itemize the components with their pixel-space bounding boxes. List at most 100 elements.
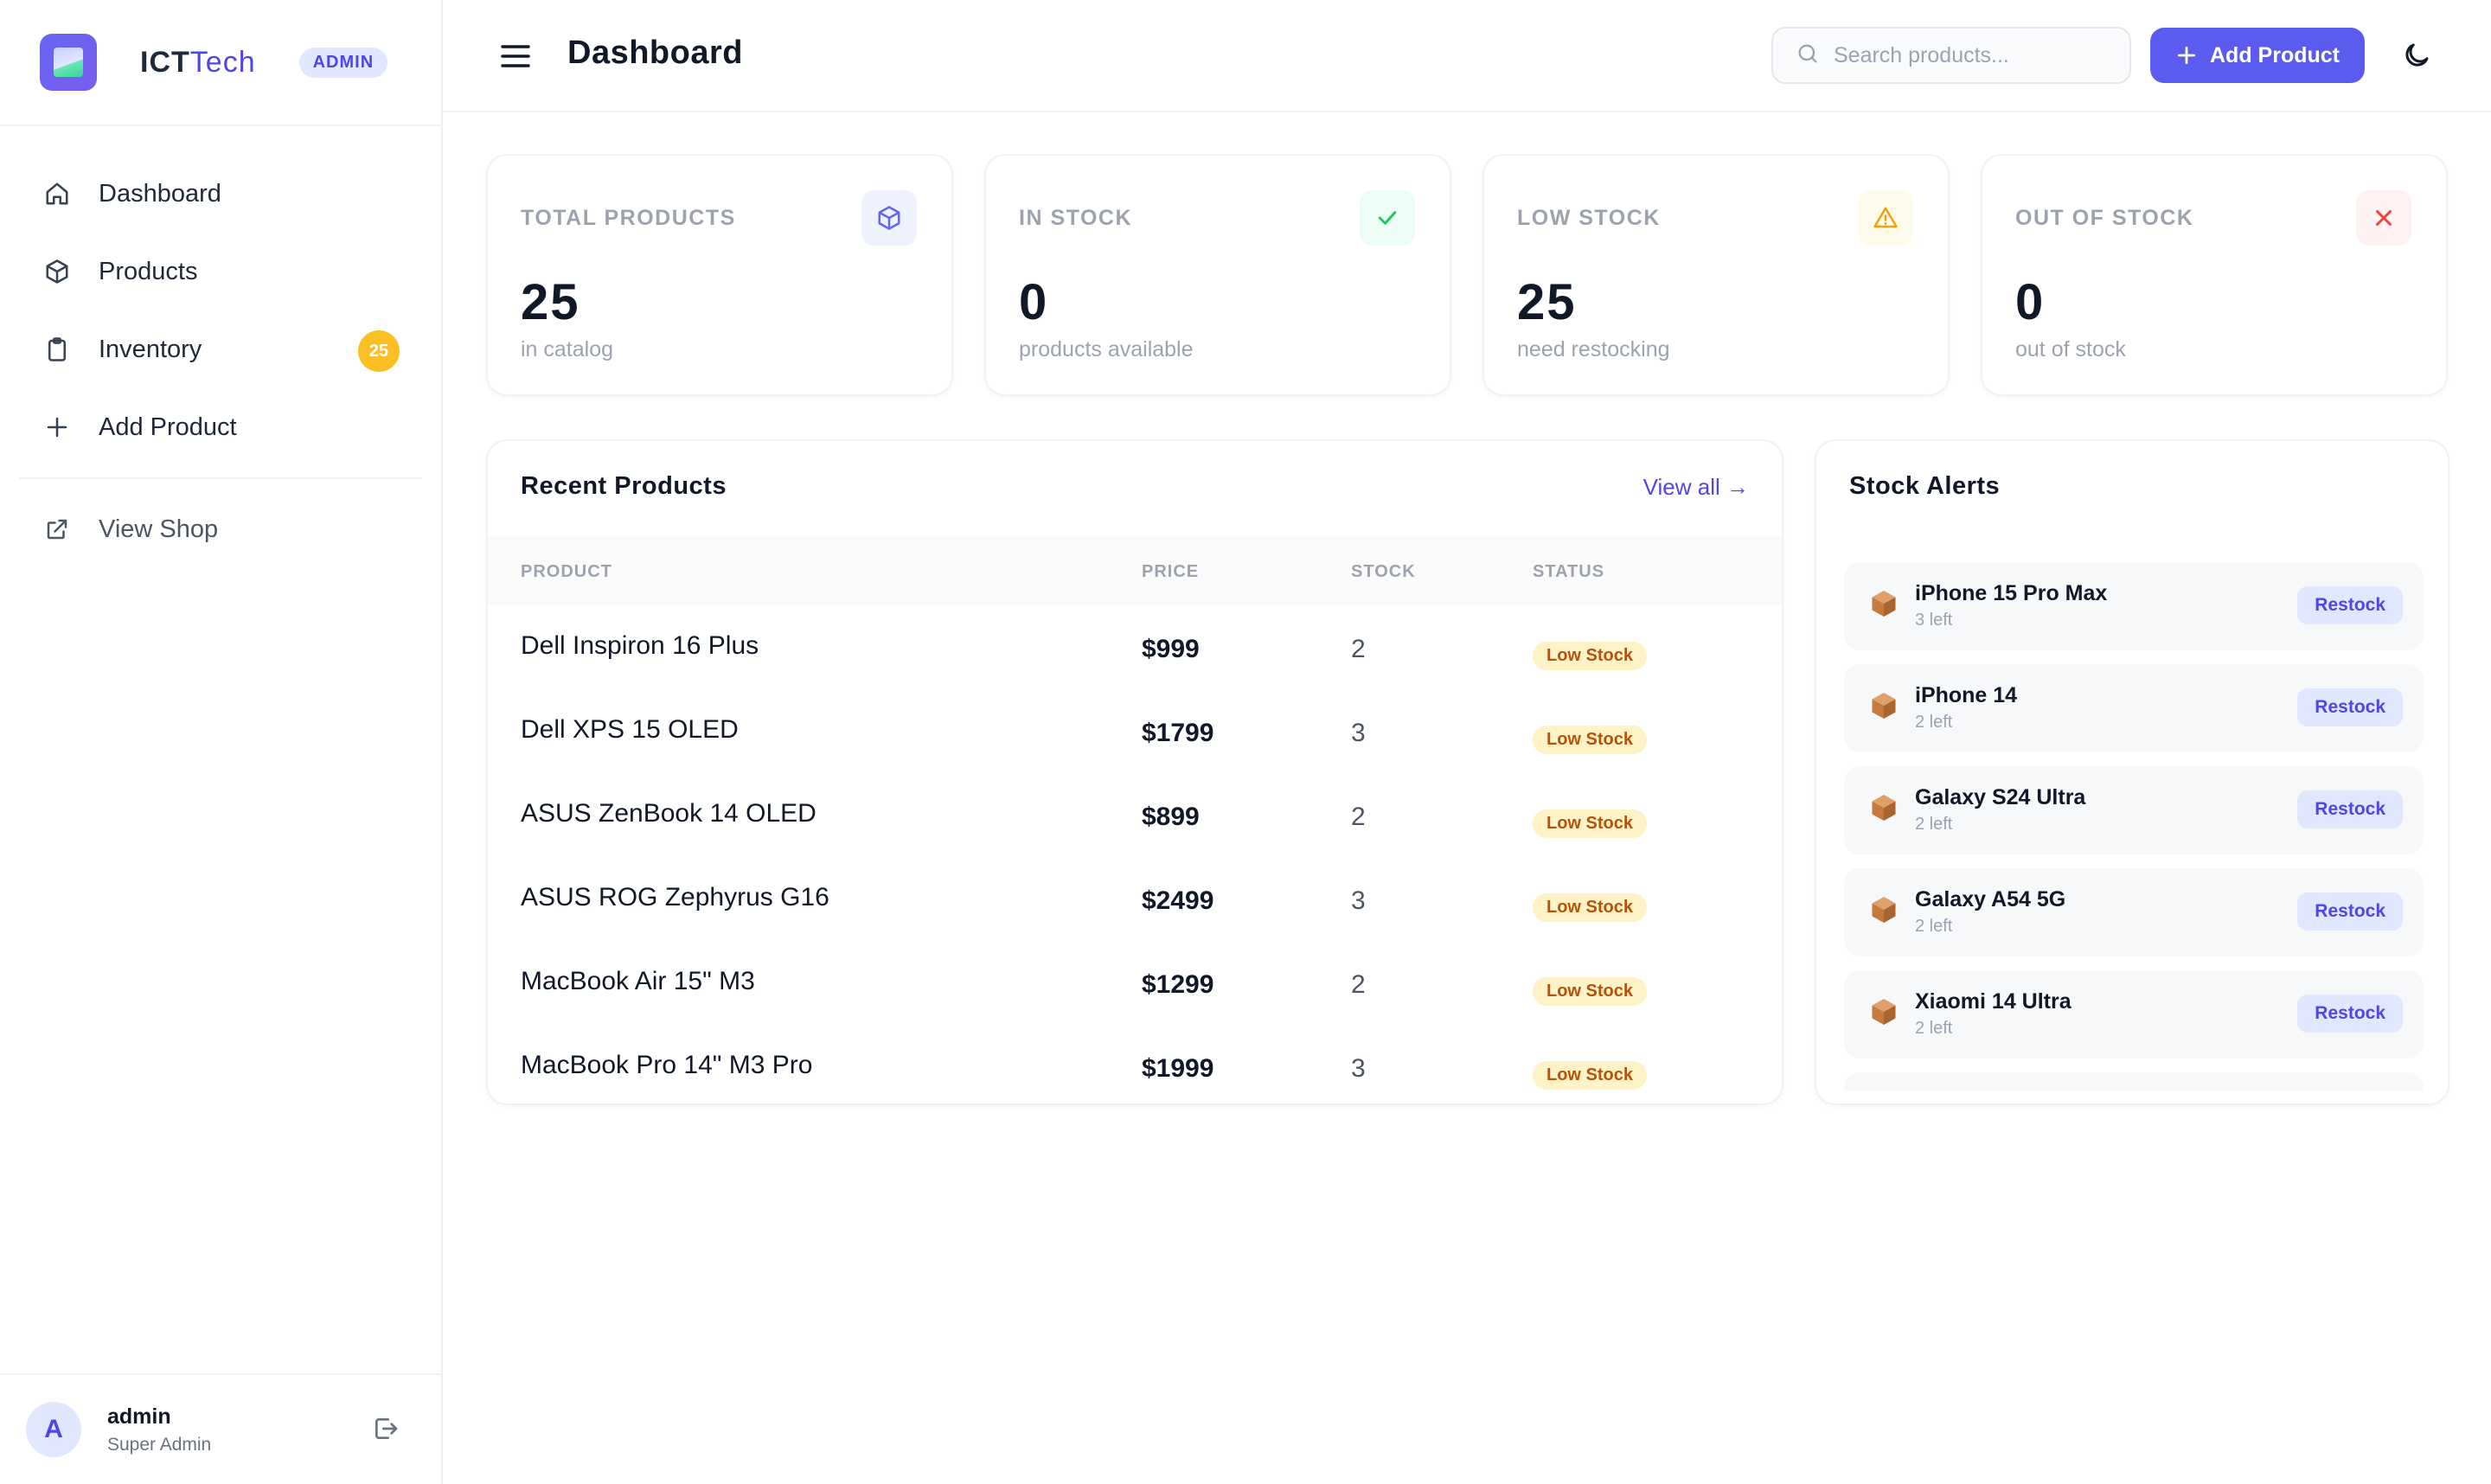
product-name: ASUS ROG Zephyrus G16 [521, 883, 829, 912]
stat-label: TOTAL PRODUCTS [521, 206, 736, 230]
sidebar-item-label: Dashboard [99, 179, 221, 208]
x-icon [2356, 190, 2411, 246]
table-row[interactable]: ASUS ROG Zephyrus G16 $2499 3 Low Stock [488, 857, 1782, 941]
sidebar-item-label: View Shop [99, 515, 219, 543]
restock-button[interactable]: Restock [2297, 995, 2403, 1033]
package-icon [1868, 894, 1903, 929]
list-item [1844, 1072, 2424, 1091]
restock-button[interactable]: Restock [2297, 892, 2403, 931]
status-badge: Low Stock [1533, 726, 1648, 754]
product-price: $1999 [1142, 1054, 1214, 1083]
recent-products-card: Recent Products View all → PRODUCT PRICE… [486, 439, 1783, 1105]
stat-subtext: products available [1019, 337, 1194, 361]
stat-label: OUT OF STOCK [2015, 206, 2194, 230]
product-name: MacBook Air 15" M3 [521, 967, 755, 995]
brand-logo[interactable] [40, 34, 97, 91]
status-badge: Low Stock [1533, 642, 1648, 670]
cube-icon [861, 190, 917, 246]
table-row[interactable]: ASUS ZenBook 14 OLED $899 2 Low Stock [488, 773, 1782, 857]
stat-card-out-of-stock: OUT OF STOCK 0 out of stock [1981, 154, 2448, 396]
stat-subtext: in catalog [521, 337, 614, 361]
sidebar-divider [19, 477, 422, 479]
user-profile: A admin Super Admin [0, 1373, 441, 1484]
product-name: Dell XPS 15 OLED [521, 715, 739, 744]
product-name: ASUS ZenBook 14 OLED [521, 799, 816, 828]
alert-stock-left: 2 left [1915, 917, 1953, 936]
restock-button[interactable]: Restock [2297, 790, 2403, 828]
sidebar-nav: Dashboard Products Inventory 25 Add Prod… [0, 126, 441, 567]
alert-product-name: iPhone 15 Pro Max [1915, 581, 2108, 605]
table-row[interactable]: MacBook Air 15" M3 $1299 2 Low Stock [488, 941, 1782, 1025]
sidebar-item-inventory[interactable]: Inventory 25 [19, 311, 422, 387]
inventory-count-badge: 25 [358, 330, 400, 372]
alert-product-name: Galaxy A54 5G [1915, 887, 2066, 912]
stock-alerts-list[interactable]: iPhone 15 Pro Max 3 left Restock iPhone … [1844, 562, 2424, 1091]
table-row[interactable]: Dell XPS 15 OLED $1799 3 Low Stock [488, 689, 1782, 773]
product-price: $899 [1142, 803, 1200, 831]
top-header: Dashboard Add Product [443, 0, 2491, 112]
stat-card-in-stock: IN STOCK 0 products available [984, 154, 1451, 396]
list-item: Xiaomi 14 Ultra 2 left Restock [1844, 970, 2424, 1059]
list-item: iPhone 14 2 left Restock [1844, 664, 2424, 752]
table-row[interactable]: Dell Inspiron 16 Plus $999 2 Low Stock [488, 605, 1782, 689]
status-badge: Low Stock [1533, 809, 1648, 838]
sidebar: ICTTech ADMIN Dashboard Products Invento… [0, 0, 443, 1484]
moon-icon[interactable] [2401, 40, 2434, 73]
product-price: $2499 [1142, 886, 1214, 915]
stock-alerts-title: Stock Alerts [1849, 472, 2001, 500]
avatar[interactable]: A [26, 1402, 81, 1457]
add-product-label: Add Product [2210, 42, 2340, 67]
alert-product-name: Galaxy S24 Ultra [1915, 785, 2086, 809]
brand-name: ICTTech [140, 46, 256, 80]
product-stock: 2 [1351, 635, 1366, 663]
view-all-link[interactable]: View all → [1643, 474, 1749, 500]
recent-products-title: Recent Products [521, 472, 727, 500]
stat-label: LOW STOCK [1517, 206, 1661, 230]
restock-button[interactable]: Restock [2297, 586, 2403, 624]
user-role: Super Admin [107, 1434, 212, 1455]
sidebar-item-label: Inventory [99, 335, 202, 363]
home-icon [42, 178, 73, 209]
sidebar-item-products[interactable]: Products [19, 233, 422, 310]
alert-stock-left: 2 left [1915, 1019, 1953, 1038]
hamburger-menu-icon[interactable] [500, 42, 531, 71]
product-stock: 2 [1351, 803, 1366, 831]
alert-product-name: iPhone 14 [1915, 683, 2018, 707]
list-item: iPhone 15 Pro Max 3 left Restock [1844, 562, 2424, 650]
column-header: PRODUCT [521, 562, 612, 581]
sidebar-item-view-shop[interactable]: View Shop [19, 491, 422, 567]
logout-icon[interactable] [372, 1415, 403, 1446]
stat-card-total-products: TOTAL PRODUCTS 25 in catalog [486, 154, 953, 396]
sidebar-item-label: Products [99, 257, 198, 285]
stat-subtext: out of stock [2015, 337, 2126, 361]
stat-label: IN STOCK [1019, 206, 1132, 230]
restock-button[interactable]: Restock [2297, 688, 2403, 726]
stat-value: 25 [1517, 274, 1577, 330]
list-item: Galaxy A54 5G 2 left Restock [1844, 868, 2424, 956]
sidebar-item-add-product[interactable]: Add Product [19, 389, 422, 465]
stat-card-low-stock: LOW STOCK 25 need restocking [1482, 154, 1950, 396]
search-input[interactable] [1834, 42, 2128, 68]
check-icon [1360, 190, 1415, 246]
plus-icon [42, 412, 73, 443]
user-info: admin Super Admin [107, 1404, 211, 1455]
product-name: MacBook Pro 14" M3 Pro [521, 1051, 813, 1079]
product-stock: 3 [1351, 1054, 1366, 1083]
sidebar-item-label: Add Product [99, 413, 237, 441]
package-icon [1868, 792, 1903, 827]
stock-alerts-card: Stock Alerts iPhone 15 Pro Max 3 left Re… [1815, 439, 2449, 1105]
package-icon [1868, 588, 1903, 623]
add-product-button[interactable]: Add Product [2150, 28, 2365, 83]
search-box [1771, 27, 2131, 84]
product-stock: 2 [1351, 970, 1366, 999]
product-stock: 3 [1351, 719, 1366, 747]
brand-name-part2: Tech [189, 45, 256, 79]
status-badge: Low Stock [1533, 977, 1648, 1006]
brand-name-part1: ICT [140, 45, 190, 79]
table-row[interactable]: MacBook Pro 14" M3 Pro $1999 3 Low Stock [488, 1025, 1782, 1109]
package-icon [1868, 996, 1903, 1031]
sidebar-item-dashboard[interactable]: Dashboard [19, 156, 422, 232]
stat-value: 0 [1019, 274, 1049, 330]
status-badge: Low Stock [1533, 893, 1648, 922]
column-header: STATUS [1533, 562, 1605, 581]
